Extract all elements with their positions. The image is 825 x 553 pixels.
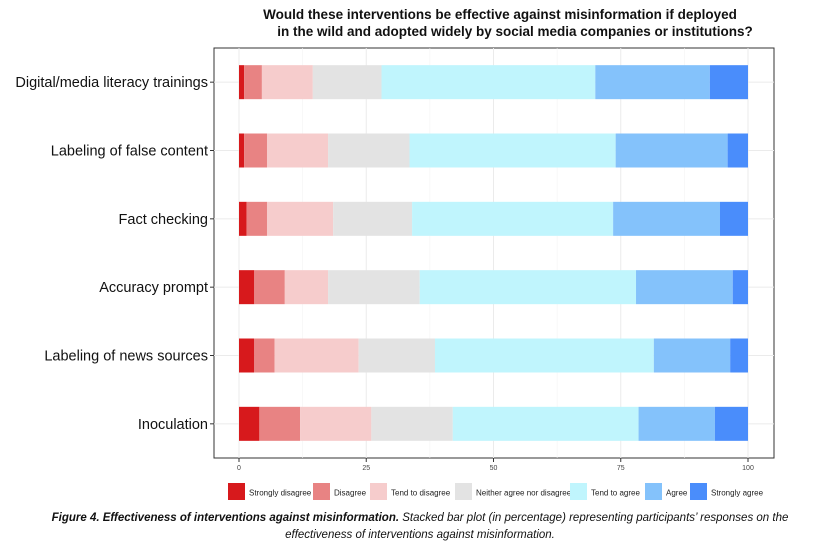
bar-segment [409,133,616,168]
bar-segment [452,406,639,441]
figure-caption-text: Stacked bar plot (in percentage) represe… [285,512,789,541]
legend-swatch [228,483,245,500]
bar-segment [244,65,262,100]
bar-segment [284,270,329,305]
bar-segment [709,65,748,100]
category-label: Fact checking [119,212,208,228]
legend-label: Strongly disagree [249,489,312,498]
bar-segment [266,133,329,168]
bar-segment [239,133,245,168]
chart-title-line-2: in the wild and adopted widely by social… [277,24,753,39]
bar-segment [434,338,654,373]
figure-caption-bold: Figure 4. Effectiveness of interventions… [51,512,400,524]
bar-segment [720,201,748,236]
x-tick-label: 100 [742,465,754,472]
bar-segment [328,133,410,168]
legend-label: Agree [666,489,688,498]
x-tick-label: 25 [362,465,370,472]
bar-segment [714,406,748,441]
bar-segment [259,406,301,441]
bar-segment [653,338,731,373]
chart-title-line-1: Would these interventions be effective a… [263,7,737,22]
bar-segment [371,406,453,441]
category-label: Labeling of news sources [44,349,208,365]
bar-segment [246,201,267,236]
legend-label: Neither agree nor disagree [476,489,572,498]
bar-segment [636,270,733,305]
bar-segment [730,338,748,373]
bar-segment [266,201,334,236]
bar-segment [615,133,728,168]
bar-segment [274,338,359,373]
bar-segment [333,201,413,236]
legend-label: Tend to agree [591,489,640,498]
bar-segment [312,65,382,100]
bar-segment [239,406,260,441]
bar-segment [732,270,748,305]
legend-swatch [370,483,387,500]
bar-segment [613,201,721,236]
bar-segment [244,133,267,168]
bar-segment [595,65,710,100]
category-label: Accuracy prompt [99,280,208,296]
x-axis-ticks: 0 25 50 75 100 [237,458,754,472]
bar-segment [638,406,715,441]
bar-segment [261,65,313,100]
bar-segment [239,270,255,305]
category-label: Labeling of false content [51,144,208,160]
bar-segment [358,338,435,373]
legend: Strongly disagree Disagree Tend to disagre… [228,483,764,500]
legend-label: Strongly agree [711,489,764,498]
bar-segment [239,201,247,236]
bar-segment [328,270,420,305]
legend-swatch [645,483,662,500]
legend-label: Tend to disagree [391,489,451,498]
bar-segment [254,270,285,305]
bar-segment [254,338,275,373]
bar-segment [239,65,245,100]
category-label: Inoculation [138,417,208,433]
x-tick-label: 50 [490,465,498,472]
bar-segment [239,338,255,373]
bar-segment [300,406,372,441]
bars [239,65,748,441]
legend-swatch [455,483,472,500]
bar-segment [381,65,596,100]
bar-segment [727,133,748,168]
category-labels: Digital/media literacy trainings Labeling… [15,75,214,433]
x-tick-label: 0 [237,465,241,472]
legend-label: Disagree [334,489,367,498]
legend-swatch [690,483,707,500]
chart-title: Would these interventions be effective a… [200,6,800,40]
figure-caption: Figure 4. Effectiveness of interventions… [40,510,800,544]
category-label: Digital/media literacy trainings [15,75,208,91]
bar-segment [412,201,614,236]
legend-swatch [313,483,330,500]
legend-swatch [570,483,587,500]
x-tick-label: 75 [617,465,625,472]
bar-segment [419,270,637,305]
